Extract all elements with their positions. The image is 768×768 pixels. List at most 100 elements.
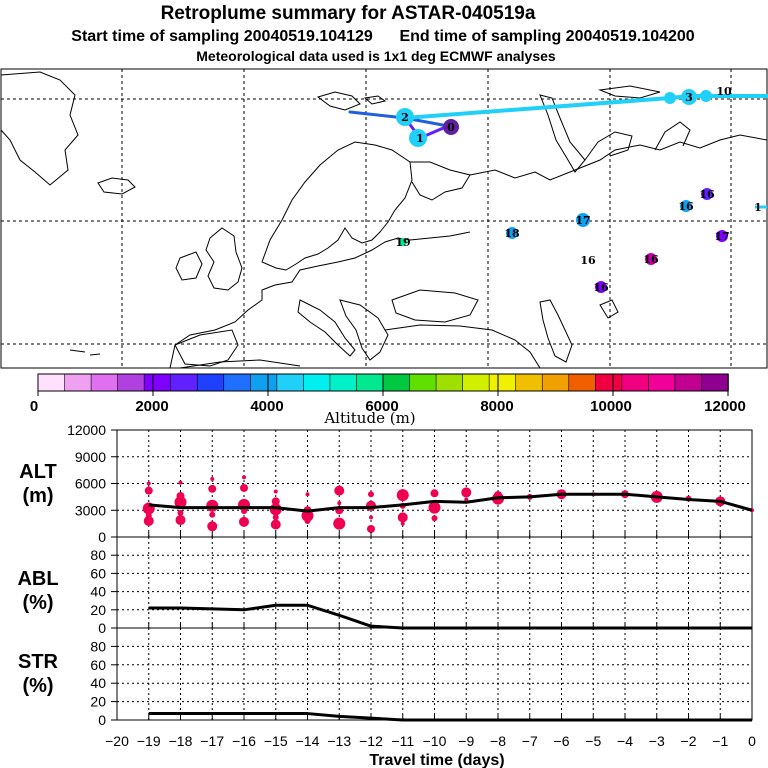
altitude-point [144, 486, 153, 495]
colorbar-swatch-0 [37, 373, 66, 392]
altitude-point [461, 487, 472, 498]
cluster-markers: 0 1 2 3 10 16 [395, 85, 767, 294]
marker-extra-a [664, 92, 676, 104]
marker-3: 3 [681, 89, 697, 105]
panel-ylabel: (m) [22, 485, 53, 507]
colorbar-swatch-14 [409, 373, 437, 392]
altitude-point [272, 514, 279, 521]
xtick-label: −11 [391, 733, 414, 749]
altitude-point [210, 477, 215, 482]
marker-16c: 16 [643, 253, 659, 266]
marker-16b: 16 [678, 200, 694, 213]
svg-text:16: 16 [678, 200, 694, 213]
altitude-point [273, 489, 278, 494]
colorbar-swatch-9 [276, 373, 305, 392]
colorbar-swatch-17 [488, 373, 517, 392]
panel-ylabel: (%) [22, 592, 53, 614]
altitude-point [146, 481, 151, 486]
ytick-label: 0 [98, 712, 106, 728]
panel-abl: 0 20 40 60 80 ABL(%) [17, 536, 753, 636]
colorbar-swatch-16 [462, 373, 490, 392]
ytick-label: 6000 [75, 476, 106, 492]
altitude-point [209, 511, 216, 518]
marker-17b: 17 [714, 230, 730, 243]
svg-text:1: 1 [416, 132, 424, 145]
time-series-panels: 030006000900012000ALT(m)020406080ABL(%)0… [17, 422, 756, 768]
ytick-label: 20 [90, 694, 106, 710]
altitude-point [369, 515, 373, 520]
series-line-ABL-fraction [148, 603, 752, 630]
altitude-point [396, 489, 409, 502]
colorbar-swatch-10 [303, 373, 331, 392]
figure-title: Retroplume summary for ASTAR-040519a [161, 3, 536, 24]
cb-tick-6000: 6000 [365, 398, 398, 415]
marker-16e: 16 [580, 254, 596, 267]
series-line-STR-fraction [148, 712, 752, 722]
marker-16a: 16 [699, 188, 715, 201]
colorbar-swatch-24 [674, 373, 703, 392]
svg-text:17: 17 [714, 230, 729, 243]
xtick-label: −18 [169, 733, 193, 749]
colorbar-swatch-8 [250, 373, 278, 392]
ytick-label: 40 [90, 584, 106, 600]
altitude-point [174, 496, 187, 509]
ytick-label: 40 [90, 675, 106, 691]
panel-ylabel: ABL [17, 568, 58, 590]
colorbar-swatch-7 [223, 373, 252, 392]
colorbar-major-ticks [37, 374, 729, 396]
altitude-point [333, 517, 346, 530]
svg-text:18: 18 [504, 227, 520, 240]
xtick-label: −3 [649, 733, 665, 749]
xtick-label: −20 [105, 733, 129, 749]
colorbar-swatch-3 [117, 373, 145, 392]
xtick-label: −13 [327, 733, 351, 749]
ytick-label: 80 [90, 638, 106, 654]
colorbar-swatch-19 [541, 373, 570, 392]
xtick-label: −1 [712, 733, 728, 749]
svg-text:16: 16 [699, 188, 715, 201]
xtick-label: −6 [554, 733, 570, 749]
marker-19: 19 [395, 236, 410, 249]
cb-tick-2000: 2000 [135, 398, 168, 415]
marker-16d: 16 [593, 281, 609, 294]
xtick-label: −16 [232, 733, 256, 749]
xtick-label: −8 [490, 733, 506, 749]
meteo-info: Meteorological data used is 1x1 deg ECMW… [196, 48, 556, 64]
marker-10: 10 [716, 85, 732, 98]
altitude-point [271, 497, 280, 506]
panel-ylabel: (%) [22, 675, 53, 697]
colorbar-tick-labels: 0 2000 4000 6000 8000 10000 12000 [30, 398, 746, 415]
colorbar-swatch-11 [329, 373, 358, 392]
altitude-point [337, 501, 342, 506]
cb-tick-0: 0 [30, 398, 38, 415]
altitude-point [178, 480, 183, 485]
colorbar-swatch-2 [90, 373, 119, 392]
colorbar-swatch-20 [568, 373, 597, 392]
altitude-point [143, 515, 154, 526]
colorbar-swatches [37, 373, 729, 392]
ytick-label: 3000 [75, 502, 106, 518]
altitude-point [208, 484, 217, 493]
altitude-point [175, 515, 186, 526]
xtick-label: −19 [137, 733, 161, 749]
ytick-label: 60 [90, 565, 106, 581]
svg-text:17: 17 [575, 214, 590, 227]
x-axis-label: Travel time (days) [369, 752, 504, 768]
ytick-label: 9000 [75, 449, 106, 465]
altitude-point [242, 475, 246, 480]
altitude-point [428, 501, 441, 514]
colorbar-swatch-23 [648, 373, 676, 392]
colorbar-swatch-21 [595, 373, 623, 392]
colorbar-swatch-4 [143, 373, 172, 392]
sampling-times: Start time of sampling 20040519.104129 E… [71, 28, 695, 45]
altitude-point [301, 509, 314, 522]
xtick-label: −17 [200, 733, 224, 749]
colorbar-swatch-5 [170, 373, 199, 392]
altitude-point [400, 521, 405, 526]
ytick-label: 12000 [67, 422, 106, 438]
altitude-point [305, 492, 310, 497]
ytick-label: 80 [90, 547, 106, 563]
marker-2: 2 [396, 108, 414, 126]
xtick-label: −5 [585, 733, 601, 749]
svg-text:2: 2 [401, 111, 409, 124]
